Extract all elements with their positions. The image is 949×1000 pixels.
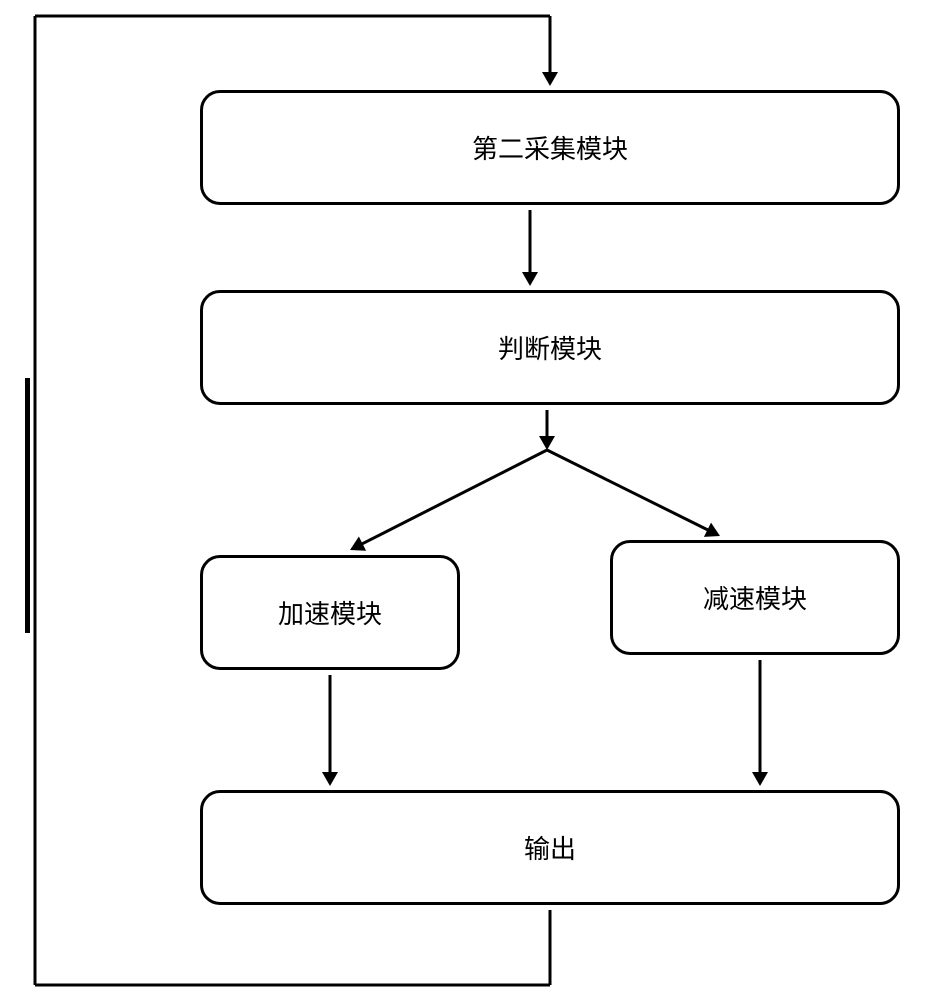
node-label: 第二采集模块 <box>472 129 628 166</box>
node-label: 判断模块 <box>498 329 602 366</box>
node-n3: 加速模块 <box>200 555 460 670</box>
node-n2: 判断模块 <box>200 290 900 405</box>
left-accent <box>25 378 30 633</box>
node-label: 加速模块 <box>278 594 382 631</box>
node-label: 减速模块 <box>703 579 807 616</box>
node-n1: 第二采集模块 <box>200 90 900 205</box>
node-n4: 减速模块 <box>610 540 900 655</box>
node-label: 输出 <box>524 829 576 866</box>
flowchart-canvas: 第二采集模块判断模块加速模块 减速模块输出 <box>0 0 949 1000</box>
node-n5: 输出 <box>200 790 900 905</box>
